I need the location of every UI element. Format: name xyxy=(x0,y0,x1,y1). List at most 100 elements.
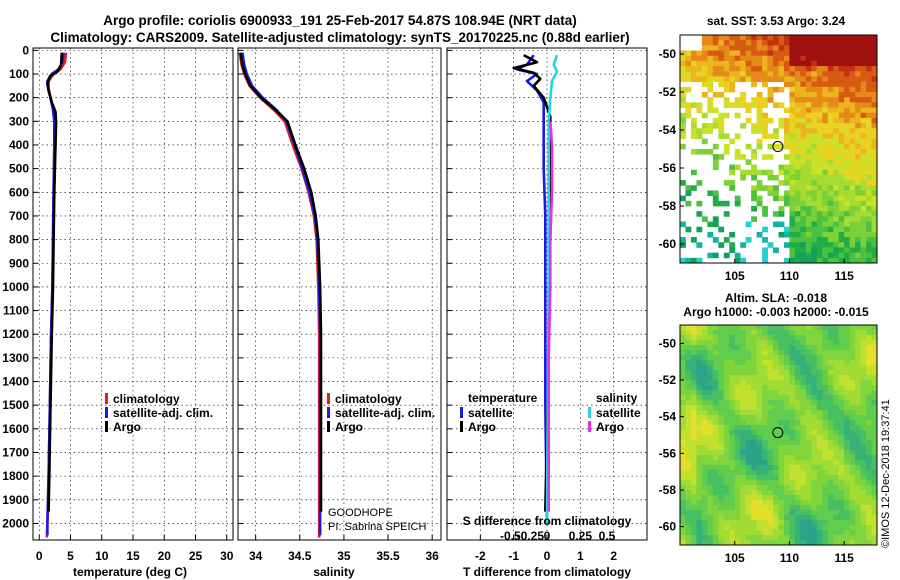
map-cell xyxy=(701,440,708,446)
map-cell xyxy=(860,530,867,536)
map-cell xyxy=(789,154,796,160)
map-cell xyxy=(685,520,692,526)
map-cell xyxy=(811,415,818,421)
map-cell xyxy=(718,515,725,521)
map-cell xyxy=(811,45,818,51)
map-cell xyxy=(855,92,861,98)
map-cell xyxy=(855,485,861,491)
map-cell xyxy=(849,515,856,521)
map-cell xyxy=(690,340,697,346)
map-cell xyxy=(800,143,807,150)
map-cell xyxy=(800,425,807,431)
map-cell xyxy=(811,92,818,98)
map-cell xyxy=(838,143,845,150)
map-cell xyxy=(783,154,790,160)
map-cell xyxy=(756,535,763,541)
map-cell xyxy=(778,55,785,62)
map-cell xyxy=(871,117,878,124)
map-cell xyxy=(871,445,878,451)
map-cell xyxy=(685,455,692,461)
map-cell xyxy=(860,71,867,77)
map-cell xyxy=(712,415,719,421)
map-cell xyxy=(783,450,790,456)
map-cell xyxy=(794,164,801,171)
map-cell xyxy=(844,159,851,165)
map-cell xyxy=(849,440,856,446)
map-cell xyxy=(811,112,818,119)
map-cell xyxy=(860,365,867,371)
map-cell xyxy=(822,81,829,88)
map-cell xyxy=(701,495,708,501)
map-cell xyxy=(734,252,741,259)
map-cell xyxy=(816,92,823,98)
map-cell xyxy=(707,390,714,396)
map-cell xyxy=(794,370,801,376)
map-cell xyxy=(762,40,768,46)
map-cell xyxy=(762,97,768,103)
map-cell xyxy=(751,164,758,171)
map-cell xyxy=(729,360,736,366)
map-cell xyxy=(844,350,851,356)
map-cell xyxy=(685,540,692,546)
map-cell xyxy=(734,410,741,416)
map-cell xyxy=(789,76,796,83)
map-cell xyxy=(789,445,796,451)
legend-swatch-satellite xyxy=(105,407,108,418)
map-cell xyxy=(794,465,801,471)
map-cell xyxy=(696,50,703,57)
map-cell xyxy=(844,395,851,401)
map-cell xyxy=(718,76,725,83)
map-cell xyxy=(822,415,829,421)
map-cell xyxy=(690,395,697,401)
map-cell xyxy=(701,535,708,541)
map-cell xyxy=(855,525,861,531)
map-cell xyxy=(734,535,741,541)
map-cell xyxy=(718,430,725,436)
map-cell xyxy=(740,45,747,51)
map-cell xyxy=(866,340,872,346)
legend-label-t-satellite: satellite xyxy=(468,406,513,420)
map-cell xyxy=(805,242,812,248)
map-cell xyxy=(822,247,829,254)
map-cell xyxy=(696,490,703,496)
map-cell xyxy=(838,45,845,51)
map-cell xyxy=(734,420,741,426)
map-cell xyxy=(751,76,758,83)
map-cell xyxy=(833,50,840,57)
map-cell xyxy=(723,211,730,217)
map-cell xyxy=(805,117,812,124)
map-cell xyxy=(860,325,867,331)
map-cell xyxy=(855,395,861,401)
map-cell xyxy=(849,410,856,416)
map-cell xyxy=(723,50,730,57)
map-cell xyxy=(778,510,785,516)
map-cell xyxy=(866,86,872,93)
map-cell xyxy=(718,335,725,341)
map-cell xyxy=(827,206,834,212)
map-cell xyxy=(844,221,851,228)
map-cell xyxy=(844,60,851,67)
map-cell xyxy=(833,480,840,486)
map-cell xyxy=(871,154,878,160)
map-cell xyxy=(866,117,872,124)
map-cell xyxy=(712,400,719,406)
map-cell xyxy=(800,420,807,426)
map-cell xyxy=(855,231,861,238)
map-cell xyxy=(751,375,758,381)
map-cell xyxy=(756,455,763,461)
map-cell xyxy=(729,50,736,57)
map-cell xyxy=(696,133,703,140)
map-cell xyxy=(701,400,708,406)
map-cell xyxy=(773,211,779,217)
map-cell xyxy=(729,169,736,176)
map-cell xyxy=(794,169,801,176)
map-cell xyxy=(690,365,697,371)
map-cell xyxy=(822,174,829,181)
map-cell xyxy=(855,490,861,496)
map-cell xyxy=(827,355,834,361)
map-cell xyxy=(805,475,812,481)
map-cell xyxy=(696,390,703,396)
map-cell xyxy=(696,335,703,341)
map-cell xyxy=(822,92,829,98)
map-cell xyxy=(773,174,779,181)
